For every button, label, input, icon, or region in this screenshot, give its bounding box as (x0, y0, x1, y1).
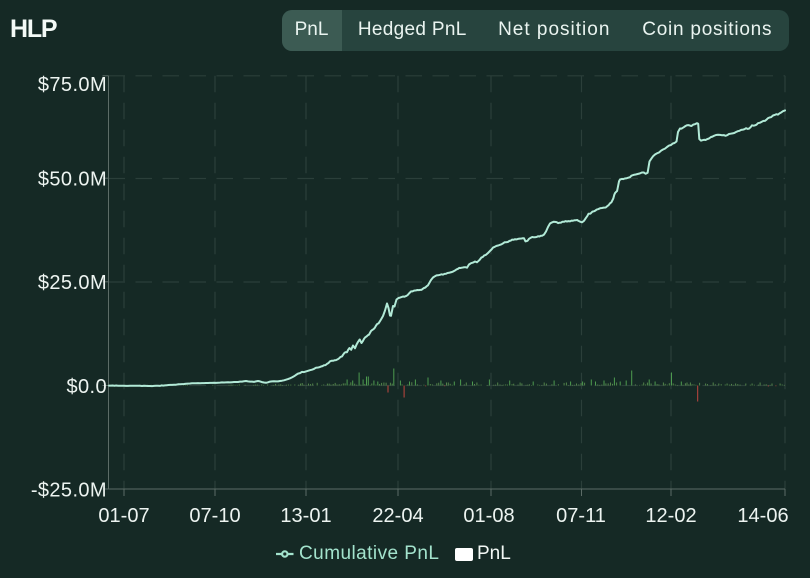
svg-text:07-10: 07-10 (189, 505, 240, 527)
svg-text:22-04: 22-04 (372, 505, 423, 527)
svg-text:$0.0: $0.0 (66, 376, 107, 398)
svg-text:$75.0M: $75.0M (38, 74, 107, 96)
svg-text:-$25.0M: -$25.0M (31, 479, 107, 501)
svg-text:$25.0M: $25.0M (38, 272, 107, 294)
svg-text:07-11: 07-11 (556, 505, 606, 527)
svg-text:01-08: 01-08 (463, 505, 514, 527)
svg-text:13-01: 13-01 (280, 505, 331, 527)
svg-text:$50.0M: $50.0M (38, 169, 107, 191)
svg-text:14-06: 14-06 (737, 505, 788, 527)
svg-text:12-02: 12-02 (645, 505, 696, 527)
svg-text:01-07: 01-07 (98, 505, 149, 527)
